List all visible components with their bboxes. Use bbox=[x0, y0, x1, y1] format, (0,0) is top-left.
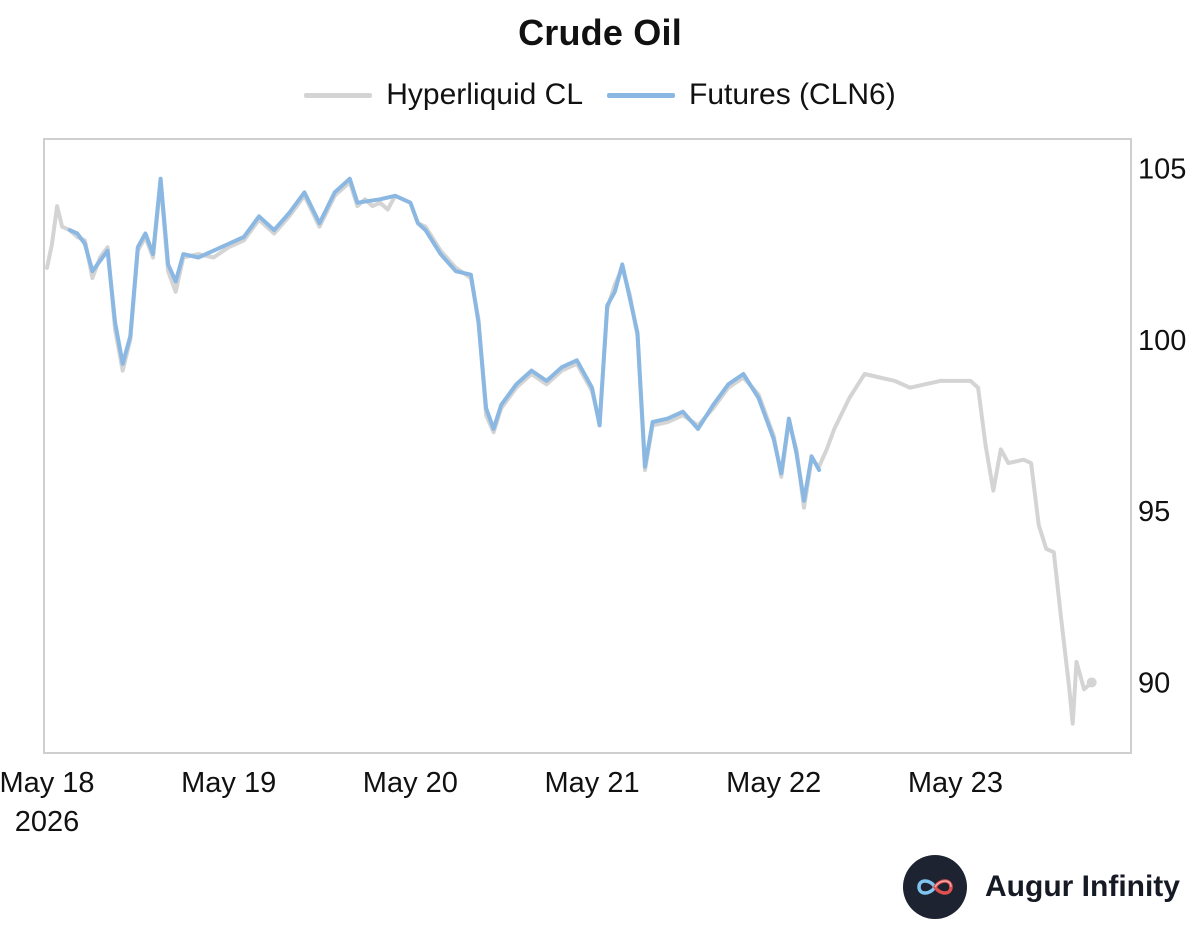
series-line-hyperliquid bbox=[45, 180, 1094, 726]
legend-item-hyperliquid[interactable]: Hyperliquid CL bbox=[304, 78, 583, 112]
legend-label-hyperliquid: Hyperliquid CL bbox=[386, 78, 584, 111]
y-tick-label: 95 bbox=[1138, 496, 1170, 528]
last-point-marker bbox=[1086, 677, 1097, 688]
x-tick-label: May 18 bbox=[0, 767, 95, 799]
y-axis: 90 95 100 105 bbox=[1138, 153, 1186, 699]
plot-area-frame bbox=[43, 138, 1132, 754]
chart-legend: Hyperliquid CL Futures (CLN6) bbox=[0, 78, 1200, 112]
chart-title: Crude Oil bbox=[518, 12, 682, 53]
y-tick-label: 90 bbox=[1138, 667, 1170, 699]
y-tick-label: 100 bbox=[1138, 325, 1186, 357]
x-tick-label: May 20 bbox=[363, 767, 458, 799]
x-tick-label: May 19 bbox=[181, 767, 276, 799]
legend-swatch-hyperliquid bbox=[304, 92, 373, 98]
x-tick-label: May 21 bbox=[544, 767, 639, 799]
brand-badge[interactable]: Augur Infinity bbox=[903, 855, 1180, 919]
legend-item-futures[interactable]: Futures (CLN6) bbox=[607, 78, 896, 112]
x-tick-label: May 23 bbox=[908, 767, 1003, 799]
x-tick-label: 2026 bbox=[15, 806, 80, 838]
y-tick-label: 105 bbox=[1138, 153, 1186, 185]
infinity-icon bbox=[903, 855, 968, 919]
brand-name: Augur Infinity bbox=[985, 870, 1180, 903]
legend-label-futures: Futures (CLN6) bbox=[689, 78, 896, 111]
series-layer bbox=[45, 176, 1097, 726]
x-axis: May 18 2026 May 19 May 20 May 21 May 22 May 23 bbox=[0, 767, 1003, 838]
series-line-futures bbox=[67, 176, 822, 503]
x-tick-label: May 22 bbox=[726, 767, 821, 799]
legend-swatch-futures bbox=[607, 92, 676, 98]
